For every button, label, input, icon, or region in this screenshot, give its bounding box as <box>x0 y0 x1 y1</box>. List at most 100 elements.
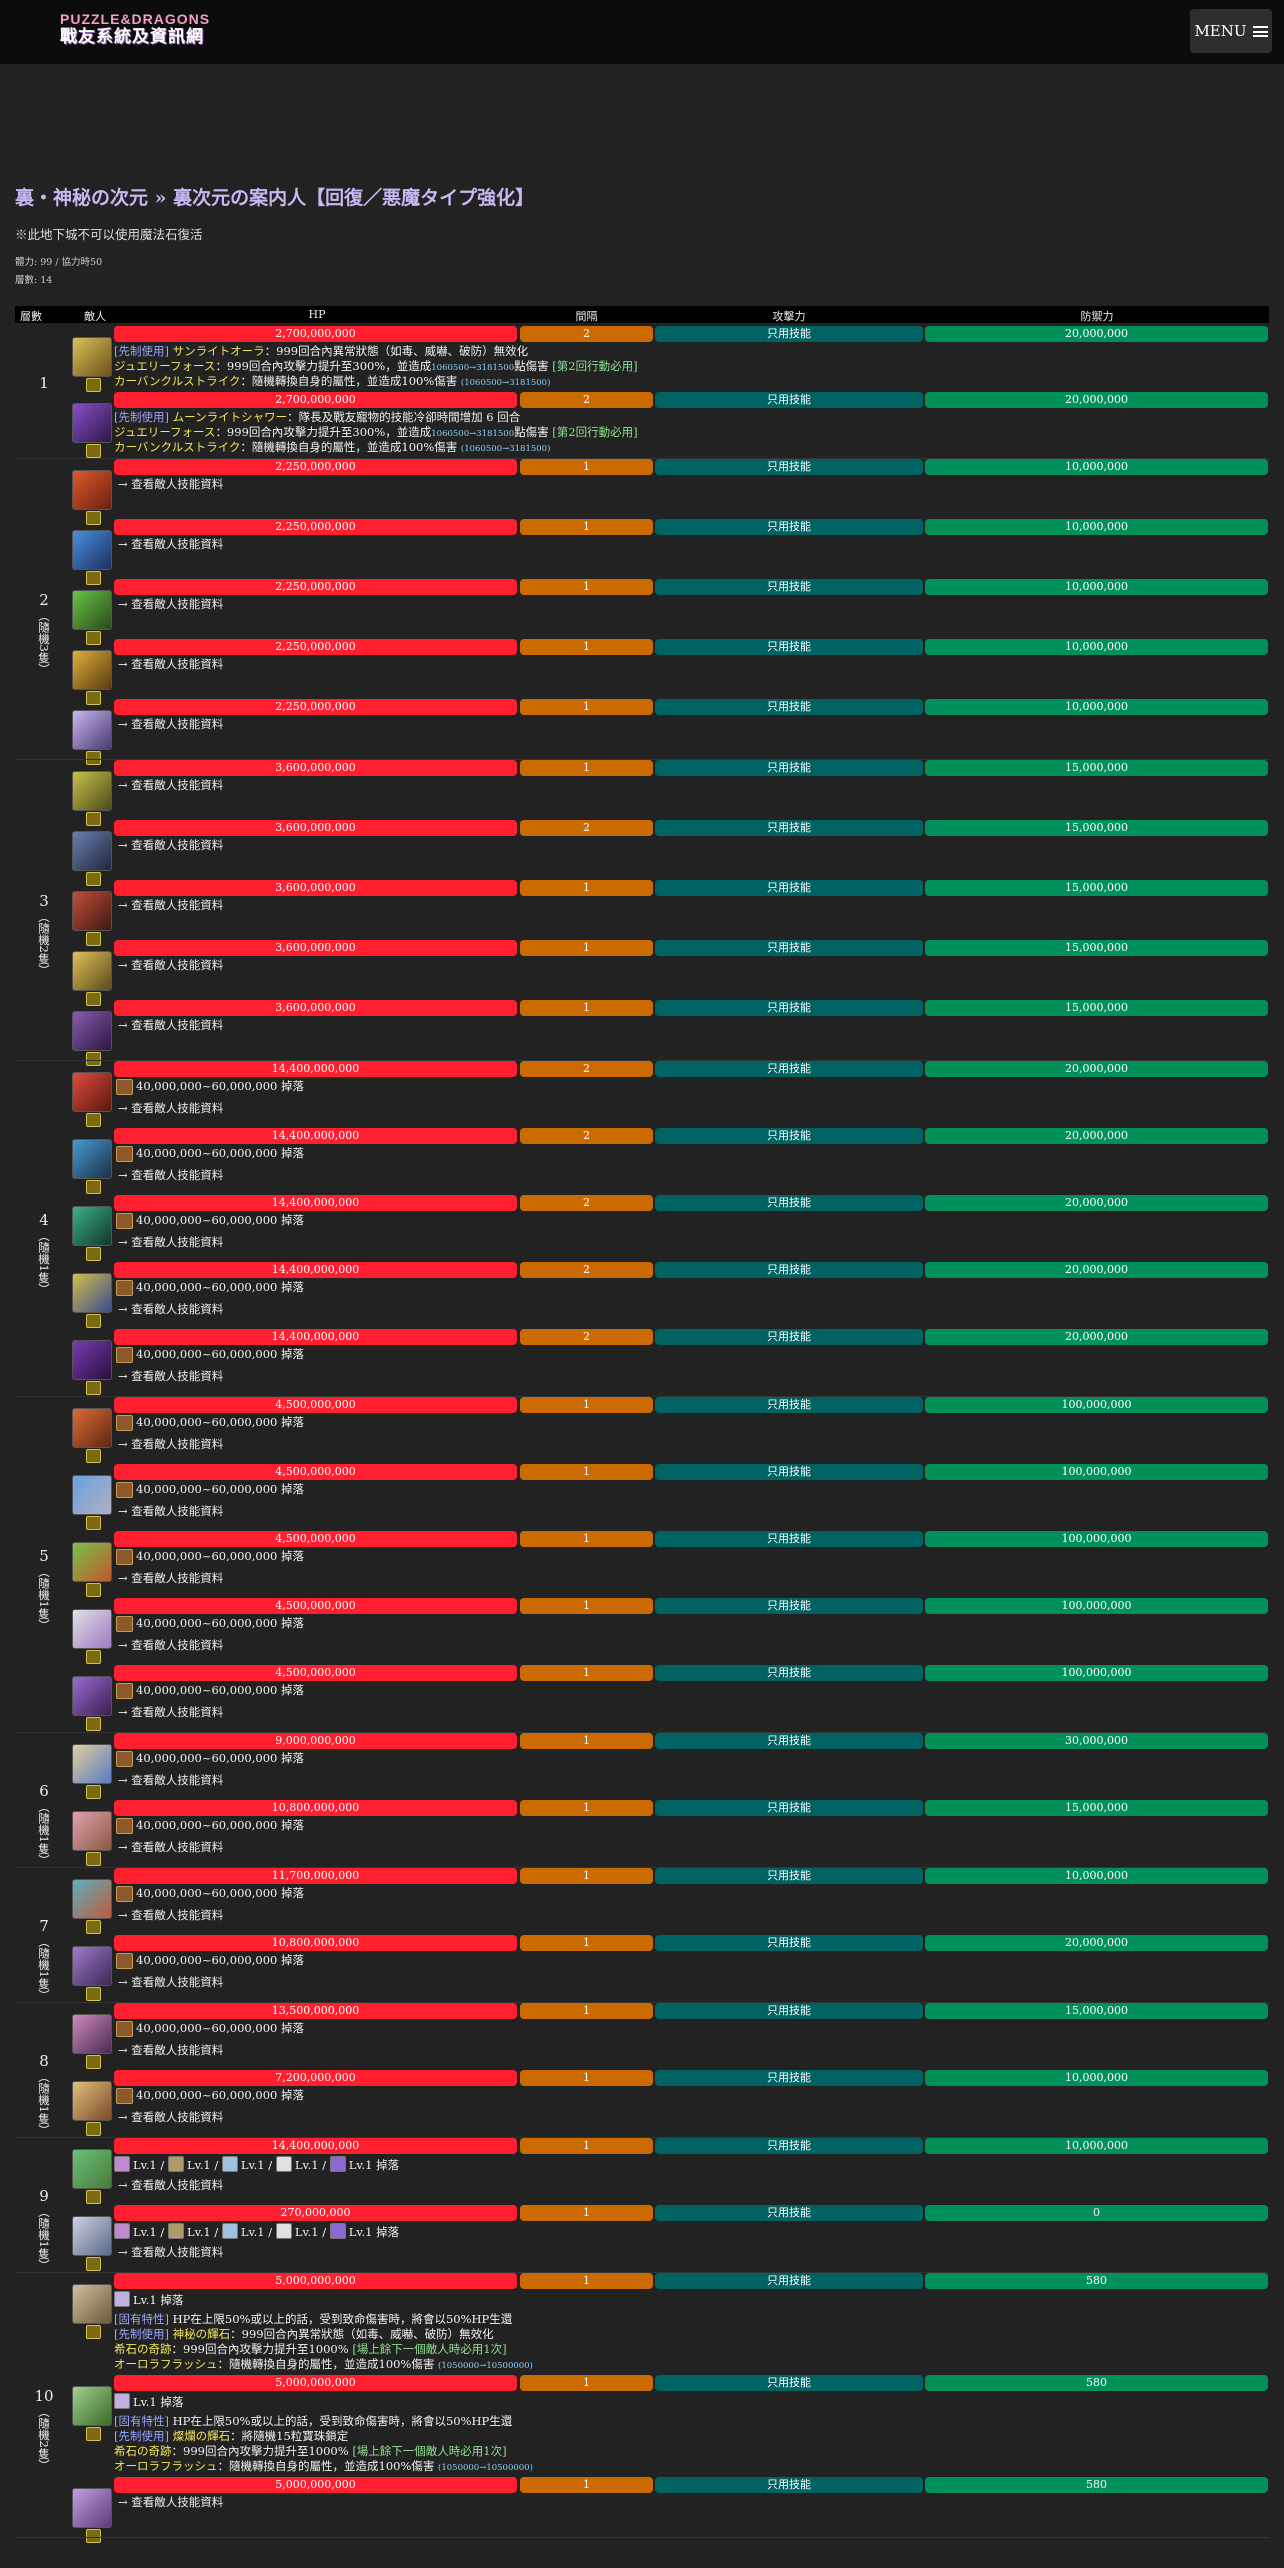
enemy-portrait[interactable] <box>72 470 112 510</box>
skill-info-link[interactable]: → 查看敵人技能資料 <box>118 1235 224 1249</box>
enemy-portrait[interactable] <box>72 1072 112 1112</box>
drop-monster-icon[interactable] <box>114 2291 130 2307</box>
skill-info-link[interactable]: → 查看敵人技能資料 <box>118 597 224 611</box>
skill-info-link[interactable]: → 查看敵人技能資料 <box>118 898 224 912</box>
floor-count: 層數: 14 <box>15 275 53 286</box>
menu-button[interactable]: MENU <box>1190 9 1272 53</box>
skill-info-link[interactable]: → 查看敵人技能資料 <box>118 2245 224 2259</box>
enemy-portrait[interactable] <box>72 710 112 750</box>
drop-monster-icon[interactable] <box>275 2223 292 2239</box>
skill-info-link[interactable]: → 查看敵人技能資料 <box>118 1975 224 1989</box>
skill-info-link[interactable]: → 查看敵人技能資料 <box>118 1168 224 1182</box>
site-logo[interactable]: PUZZLE&DRAGONS 戰友系統及資訊網 <box>60 12 220 48</box>
enemy-portrait[interactable] <box>72 951 112 991</box>
enemy-portrait[interactable] <box>72 1946 112 1986</box>
skill-info-link[interactable]: → 查看敵人技能資料 <box>118 537 224 551</box>
defense-bar: 10,000,000 <box>925 519 1268 535</box>
drop-monster-icon[interactable] <box>114 2393 130 2409</box>
attack-bar: 只用技能 <box>655 1935 923 1951</box>
enemy-portrait[interactable] <box>72 590 112 630</box>
skill-info-link[interactable]: → 查看敵人技能資料 <box>118 2178 224 2192</box>
skill-info-link[interactable]: → 查看敵人技能資料 <box>118 1302 224 1316</box>
drop-monster-icon[interactable] <box>221 2223 238 2239</box>
enemy-portrait[interactable] <box>72 1139 112 1179</box>
interval-bar: 2 <box>520 392 653 408</box>
page-title: 裏・神秘の次元 » 裏次元の案内人【回復／悪魔タイプ強化】 <box>15 187 535 209</box>
skill-info-link[interactable]: → 查看敵人技能資料 <box>118 1571 224 1585</box>
enemy-portrait[interactable] <box>72 2014 112 2054</box>
skill-info-link[interactable]: → 查看敵人技能資料 <box>118 1908 224 1922</box>
skill-info-link[interactable]: → 查看敵人技能資料 <box>118 1638 224 1652</box>
skill-info-link[interactable]: → 查看敵人技能資料 <box>118 1369 224 1383</box>
drop-monster-icon[interactable] <box>329 2223 346 2239</box>
skill-info-link[interactable]: → 查看敵人技能資料 <box>118 1504 224 1518</box>
skill-info-link[interactable]: → 查看敵人技能資料 <box>118 958 224 972</box>
skill-info-link[interactable]: → 查看敵人技能資料 <box>118 657 224 671</box>
enemy-portrait[interactable] <box>72 337 112 377</box>
skill-info-link[interactable]: → 查看敵人技能資料 <box>118 1437 224 1451</box>
skill-info-link[interactable]: → 查看敵人技能資料 <box>118 1018 224 1032</box>
drop-monster-icon[interactable] <box>221 2156 238 2172</box>
drop-monster-icon[interactable] <box>167 2223 184 2239</box>
drop-monster-icon[interactable] <box>114 2223 130 2239</box>
skill-tag: [先制使用] <box>114 2429 173 2443</box>
skill-info-link[interactable]: → 查看敵人技能資料 <box>118 2043 224 2057</box>
skill-info-link[interactable]: → 查看敵人技能資料 <box>118 717 224 731</box>
floor-divider <box>15 2272 1269 2273</box>
floor-number: 10 （隨機2隻） <box>26 2389 62 2471</box>
enemy-portrait[interactable] <box>72 403 112 443</box>
enemy-portrait[interactable] <box>72 1676 112 1716</box>
floor-number: 7 （隨機1隻） <box>26 1919 62 2001</box>
enemy-portrait[interactable] <box>72 2284 112 2324</box>
attack-bar: 只用技能 <box>655 1733 923 1749</box>
enemy-portrait[interactable] <box>72 831 112 871</box>
skill-info-link[interactable]: → 查看敵人技能資料 <box>118 2495 224 2509</box>
attribute-icon <box>86 2055 101 2069</box>
enemy-portrait[interactable] <box>72 1475 112 1515</box>
enemy-portrait[interactable] <box>72 650 112 690</box>
skill-tag: [固有特性] <box>114 2414 173 2428</box>
enemy-portrait[interactable] <box>72 2488 112 2528</box>
enemy-portrait[interactable] <box>72 1408 112 1448</box>
skill-info-link[interactable]: → 查看敵人技能資料 <box>118 477 224 491</box>
skill-info-link[interactable]: → 查看敵人技能資料 <box>118 1840 224 1854</box>
drop-monster-icon[interactable] <box>329 2156 346 2172</box>
skill-info-link[interactable]: → 查看敵人技能資料 <box>118 1773 224 1787</box>
skill-desc: 點傷害 <box>514 425 553 439</box>
enemy-portrait[interactable] <box>72 1879 112 1919</box>
enemy-portrait[interactable] <box>72 1273 112 1313</box>
hp-bar: 3,600,000,000 <box>114 760 517 776</box>
drop-text: 40,000,000~60,000,000 掉落 <box>136 1079 304 1093</box>
enemy-portrait[interactable] <box>72 1744 112 1784</box>
enemy-portrait[interactable] <box>72 1811 112 1851</box>
drop-monster-icon[interactable] <box>275 2156 292 2172</box>
enemy-portrait[interactable] <box>72 1340 112 1380</box>
drop-monster-icon[interactable] <box>114 2156 130 2172</box>
attack-bar: 只用技能 <box>655 1531 923 1547</box>
enemy-portrait[interactable] <box>72 771 112 811</box>
skill-info-link[interactable]: → 查看敵人技能資料 <box>118 778 224 792</box>
drop-monster-icon[interactable] <box>167 2156 184 2172</box>
enemy-portrait[interactable] <box>72 891 112 931</box>
enemy-portrait[interactable] <box>72 1011 112 1051</box>
drop-text: 40,000,000~60,000,000 掉落 <box>136 2088 304 2102</box>
attack-bar: 只用技能 <box>655 639 923 655</box>
enemy-portrait[interactable] <box>72 2216 112 2256</box>
enemy-portrait[interactable] <box>72 1542 112 1582</box>
defense-bar: 20,000,000 <box>925 1262 1268 1278</box>
hp-bar: 9,000,000,000 <box>114 1733 517 1749</box>
floor-value: 1 <box>39 374 49 392</box>
floor-value: 7 <box>39 1917 49 1935</box>
skill-info-link[interactable]: → 查看敵人技能資料 <box>118 838 224 852</box>
enemy-portrait[interactable] <box>72 2386 112 2426</box>
enemy-portrait[interactable] <box>72 2149 112 2189</box>
hp-bar: 3,600,000,000 <box>114 820 517 836</box>
skill-info-link[interactable]: → 查看敵人技能資料 <box>118 1101 224 1115</box>
enemy-portrait[interactable] <box>72 530 112 570</box>
damage-value: (1050000→10500000) <box>438 2463 533 2473</box>
skill-info-link[interactable]: → 查看敵人技能資料 <box>118 2110 224 2124</box>
enemy-portrait[interactable] <box>72 1206 112 1246</box>
skill-info-link[interactable]: → 查看敵人技能資料 <box>118 1705 224 1719</box>
enemy-portrait[interactable] <box>72 2081 112 2121</box>
enemy-portrait[interactable] <box>72 1609 112 1649</box>
